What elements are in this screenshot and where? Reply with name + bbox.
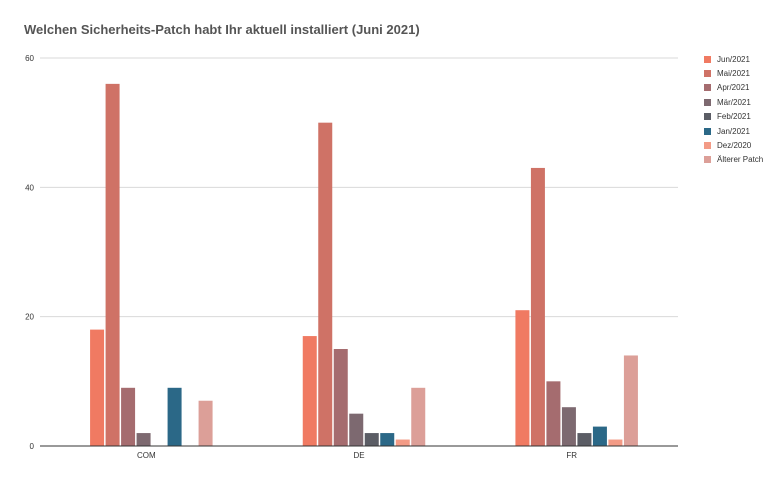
bar [198, 400, 213, 446]
bar [395, 439, 410, 446]
bar [515, 310, 530, 446]
legend-swatch [704, 142, 711, 150]
legend-label: Älterer Patch [717, 155, 764, 165]
legend-swatch [704, 98, 711, 106]
axes: 0 20 40 60 COM DE FR [25, 54, 678, 460]
legend-label: Jan/2021 [717, 126, 750, 136]
bar [167, 387, 182, 446]
x-tick-label: FR [566, 451, 577, 460]
bar [592, 426, 607, 446]
bar [364, 433, 379, 446]
legend: Jun/2021 Mai/2021 Apr/2021 Mär/2021 Feb/2021… [704, 52, 763, 167]
legend-item: Jan/2021 [704, 124, 763, 138]
legend-item: Jun/2021 [704, 52, 763, 66]
legend-item: Dez/2020 [704, 138, 763, 152]
bar [121, 387, 136, 446]
bar [577, 433, 592, 446]
bar [530, 167, 545, 446]
gridlines [40, 57, 678, 318]
chart-title: Welchen Sicherheits-Patch habt Ihr aktue… [24, 22, 420, 37]
legend-label: Jun/2021 [717, 54, 750, 64]
legend-item: Mär/2021 [704, 95, 763, 109]
legend-label: Mär/2021 [717, 97, 751, 107]
bar [623, 355, 638, 446]
legend-swatch [704, 156, 711, 164]
bar [349, 413, 364, 446]
bar [608, 439, 623, 446]
legend-label: Dez/2020 [717, 141, 752, 151]
legend-item: Älterer Patch [704, 153, 763, 167]
legend-label: Mai/2021 [717, 69, 750, 79]
x-tick-label: COM [137, 451, 156, 460]
bar [561, 407, 576, 446]
legend-item: Apr/2021 [704, 81, 763, 95]
y-tick-label: 0 [30, 442, 35, 451]
bar [546, 381, 561, 446]
bars [90, 83, 638, 447]
legend-label: Apr/2021 [717, 83, 750, 93]
bar [136, 433, 151, 446]
legend-item: Feb/2021 [704, 110, 763, 124]
legend-label: Feb/2021 [717, 112, 751, 122]
legend-swatch [704, 127, 711, 135]
bar [105, 83, 120, 447]
bar [318, 122, 333, 447]
legend-swatch [704, 84, 711, 92]
bar [302, 336, 317, 446]
bar [333, 349, 348, 446]
legend-swatch [704, 55, 711, 63]
legend-item: Mai/2021 [704, 66, 763, 80]
x-tick-label: DE [353, 451, 364, 460]
bar [90, 329, 105, 446]
y-tick-label: 20 [25, 313, 34, 322]
y-tick-label: 40 [25, 183, 34, 192]
bar [380, 433, 395, 446]
legend-swatch [704, 70, 711, 78]
legend-swatch [704, 113, 711, 121]
bar [411, 387, 426, 446]
y-tick-label: 60 [25, 54, 34, 63]
